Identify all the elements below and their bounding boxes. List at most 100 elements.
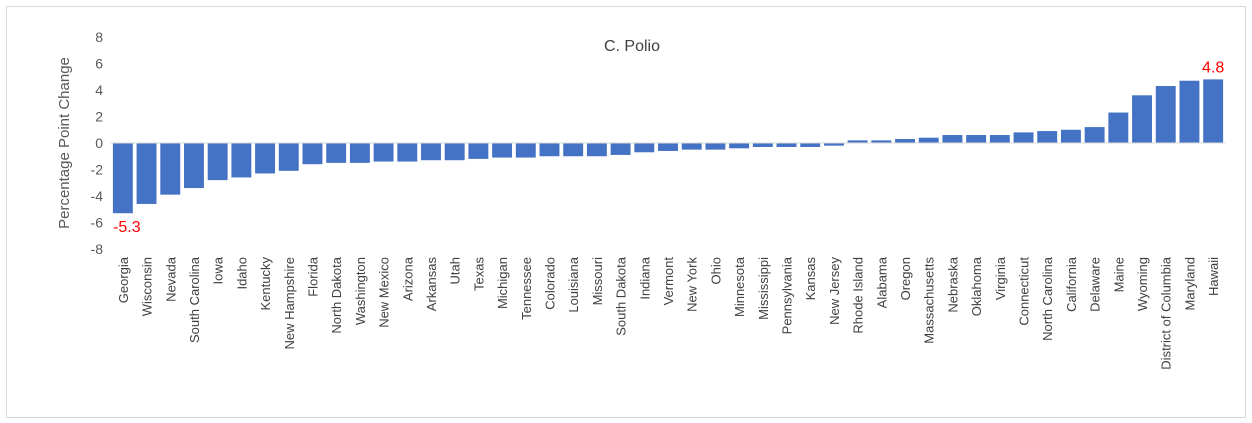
bar [1203, 79, 1224, 143]
bar-chart: -8 -6 -4 -2 0 2 4 6 8 Georgia Wisconsin Nevada Sout… [56, 29, 1225, 370]
bar [184, 143, 204, 189]
category-label: Colorado [542, 257, 557, 310]
category-label: South Carolina [187, 256, 202, 343]
y-tick-label: -6 [91, 215, 104, 231]
category-label: Alabama [874, 256, 889, 308]
category-label: Utah [448, 257, 463, 284]
category-label: Kentucky [258, 257, 273, 311]
y-tick-label: -2 [91, 162, 104, 178]
category-label: North Dakota [329, 256, 344, 333]
category-label: Tennessee [519, 257, 534, 320]
category-label: Arizona [400, 256, 415, 301]
category-label: Louisiana [566, 256, 581, 312]
category-label: Ohio [708, 257, 723, 284]
category-label: Michigan [495, 257, 510, 309]
bar [207, 143, 228, 181]
category-label: Maryland [1182, 257, 1197, 310]
bar [1084, 127, 1105, 143]
category-label: Delaware [1088, 257, 1103, 312]
bar [278, 143, 299, 171]
y-tick-label: 4 [95, 82, 103, 98]
bar [634, 143, 655, 153]
category-label: Maine [1111, 257, 1126, 292]
bar [966, 135, 987, 143]
bar [492, 143, 513, 158]
bars [112, 79, 1224, 214]
bar [586, 143, 607, 157]
category-label: Wisconsin [140, 257, 155, 316]
bar [112, 143, 133, 214]
bar [1037, 131, 1058, 143]
bar [752, 143, 773, 147]
category-label: Nevada [163, 256, 178, 302]
bar [1108, 112, 1129, 143]
category-label: Mississippi [756, 257, 771, 320]
category-label: Oklahoma [969, 256, 984, 316]
category-label: Massachusetts [922, 257, 937, 344]
y-axis-title: Percentage Point Change [56, 57, 73, 229]
bar [610, 143, 631, 155]
bar [302, 143, 323, 165]
bar [729, 143, 750, 149]
category-label: Hawaii [1206, 257, 1221, 296]
bar [397, 143, 418, 162]
bar [681, 143, 702, 150]
bar [421, 143, 441, 161]
bar [231, 143, 252, 178]
category-label: Vermont [661, 257, 676, 306]
category-label: Wyoming [1135, 257, 1150, 311]
y-tick-label: 0 [95, 135, 103, 151]
data-label: -5.3 [113, 219, 141, 236]
data-labels: -5.3 4.8 [113, 59, 1224, 236]
bar [1155, 86, 1176, 143]
category-label: Texas [471, 257, 486, 291]
data-label: 4.8 [1202, 59, 1224, 76]
category-label: Connecticut [1017, 257, 1032, 326]
category-label: Indiana [637, 256, 652, 299]
bar [468, 143, 489, 159]
category-label: New Mexico [377, 257, 392, 328]
category-label: Florida [305, 256, 320, 297]
bar [918, 137, 939, 143]
y-tick-label: -8 [91, 241, 104, 257]
bar [776, 143, 797, 147]
category-label: Iowa [211, 256, 226, 284]
bar [705, 143, 726, 150]
category-label: Oregon [898, 257, 913, 300]
category-label: Missouri [590, 257, 605, 306]
chart-frame: -8 -6 -4 -2 0 2 4 6 8 Georgia Wisconsin Nevada Sout… [6, 6, 1246, 418]
category-labels: Georgia Wisconsin Nevada South Carolina Iowa… [116, 256, 1221, 369]
bar [539, 143, 560, 157]
y-tick-label: 6 [95, 56, 103, 72]
category-label: Washington [353, 257, 368, 325]
category-label: California [1064, 256, 1079, 312]
bar [373, 143, 394, 162]
bar [255, 143, 276, 174]
bar [349, 143, 370, 163]
category-label: Pennsylvania [780, 256, 795, 334]
category-label: South Dakota [614, 256, 629, 336]
bar [1060, 129, 1081, 143]
category-label: New Hampshire [282, 257, 297, 349]
category-label: Nebraska [945, 256, 960, 312]
bar [871, 140, 892, 143]
category-label: Rhode Island [851, 257, 866, 334]
bar [1179, 80, 1200, 143]
title-background [579, 35, 685, 57]
bar [847, 140, 868, 143]
category-label: New York [685, 257, 700, 312]
bar [515, 143, 536, 158]
category-label: Minnesota [732, 256, 747, 317]
bar [563, 143, 584, 157]
bar [942, 135, 963, 143]
chart-title: C. Polio [604, 38, 660, 55]
category-label: Arkansas [424, 257, 439, 312]
category-label: Virginia [993, 256, 1008, 300]
bar [444, 143, 465, 161]
category-label: District of Columbia [1159, 256, 1174, 369]
bar [989, 135, 1010, 143]
bar [895, 139, 915, 143]
category-label: North Carolina [1040, 256, 1055, 341]
bar [326, 143, 347, 163]
bar [136, 143, 157, 204]
